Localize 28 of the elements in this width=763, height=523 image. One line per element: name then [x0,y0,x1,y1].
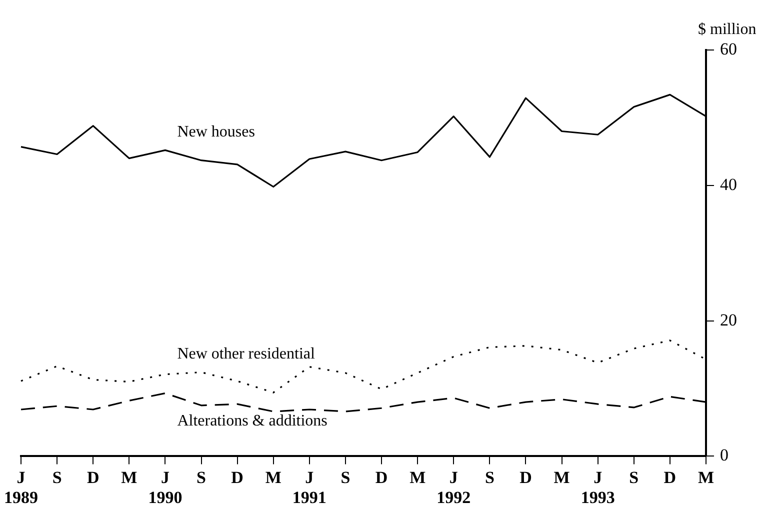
x-tick-label: D [86,468,100,487]
x-tick-label: D [375,468,388,487]
y-tick-label: 0 [720,446,728,465]
x-tick-label: M [698,468,714,487]
x-tick-label: M [410,468,426,487]
x-tick-label: S [340,468,350,487]
series-label: New houses [177,123,255,140]
x-tick-label: S [52,468,62,487]
x-tick-label: D [231,468,244,487]
x-tick-label: M [121,468,138,487]
series-label: Alterations & additions [177,412,328,430]
x-tick-label: D [520,468,532,487]
x-tick-label: J 1989 [4,468,38,508]
series-label: New other residential [177,345,316,362]
x-tick-label: J 1993 [580,468,615,508]
x-tick-label: S [196,468,206,487]
y-tick-label: 60 [720,39,737,58]
x-tick-label: J 1992 [436,468,471,508]
x-tick-label: J 1990 [148,468,182,508]
y-axis-title: $ million [698,21,756,38]
x-tick-label: D [664,468,676,487]
x-tick-label: M [554,468,570,487]
y-tick-label: 20 [720,310,737,330]
y-tick-label: 40 [720,174,737,194]
x-tick-label: J 1991 [292,468,326,508]
x-tick-label: M [265,468,282,487]
x-tick-label: S [484,468,494,487]
x-tick-label: S [629,468,639,487]
